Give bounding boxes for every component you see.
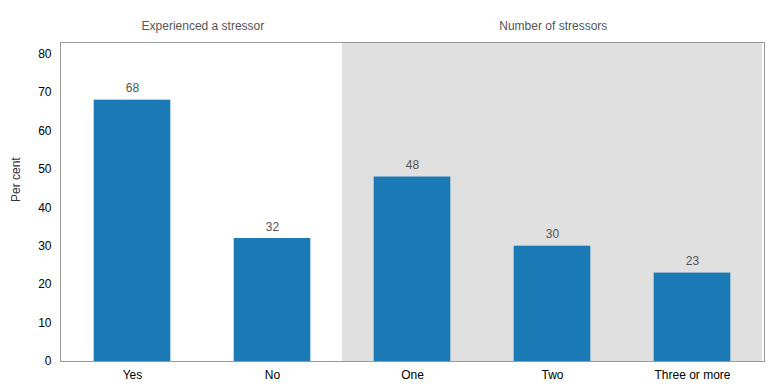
svg-text:30: 30 — [546, 227, 560, 241]
svg-text:68: 68 — [126, 81, 140, 95]
svg-text:23: 23 — [686, 254, 700, 268]
svg-text:20: 20 — [38, 277, 52, 291]
svg-text:Yes: Yes — [123, 368, 143, 382]
svg-text:30: 30 — [38, 239, 52, 253]
svg-text:Per cent: Per cent — [9, 157, 23, 202]
svg-text:Experienced a stressor: Experienced a stressor — [142, 19, 265, 33]
svg-text:40: 40 — [38, 201, 52, 215]
svg-text:Two: Two — [541, 368, 563, 382]
svg-text:50: 50 — [38, 162, 52, 176]
svg-text:48: 48 — [406, 158, 420, 172]
svg-text:60: 60 — [38, 124, 52, 138]
svg-text:80: 80 — [38, 47, 52, 61]
svg-text:Three or more: Three or more — [654, 368, 730, 382]
svg-text:70: 70 — [38, 85, 52, 99]
svg-text:Number of stressors: Number of stressors — [499, 19, 607, 33]
svg-text:32: 32 — [266, 220, 280, 234]
svg-text:No: No — [265, 368, 281, 382]
svg-text:10: 10 — [38, 316, 52, 330]
svg-text:One: One — [401, 368, 424, 382]
svg-text:0: 0 — [45, 354, 52, 368]
